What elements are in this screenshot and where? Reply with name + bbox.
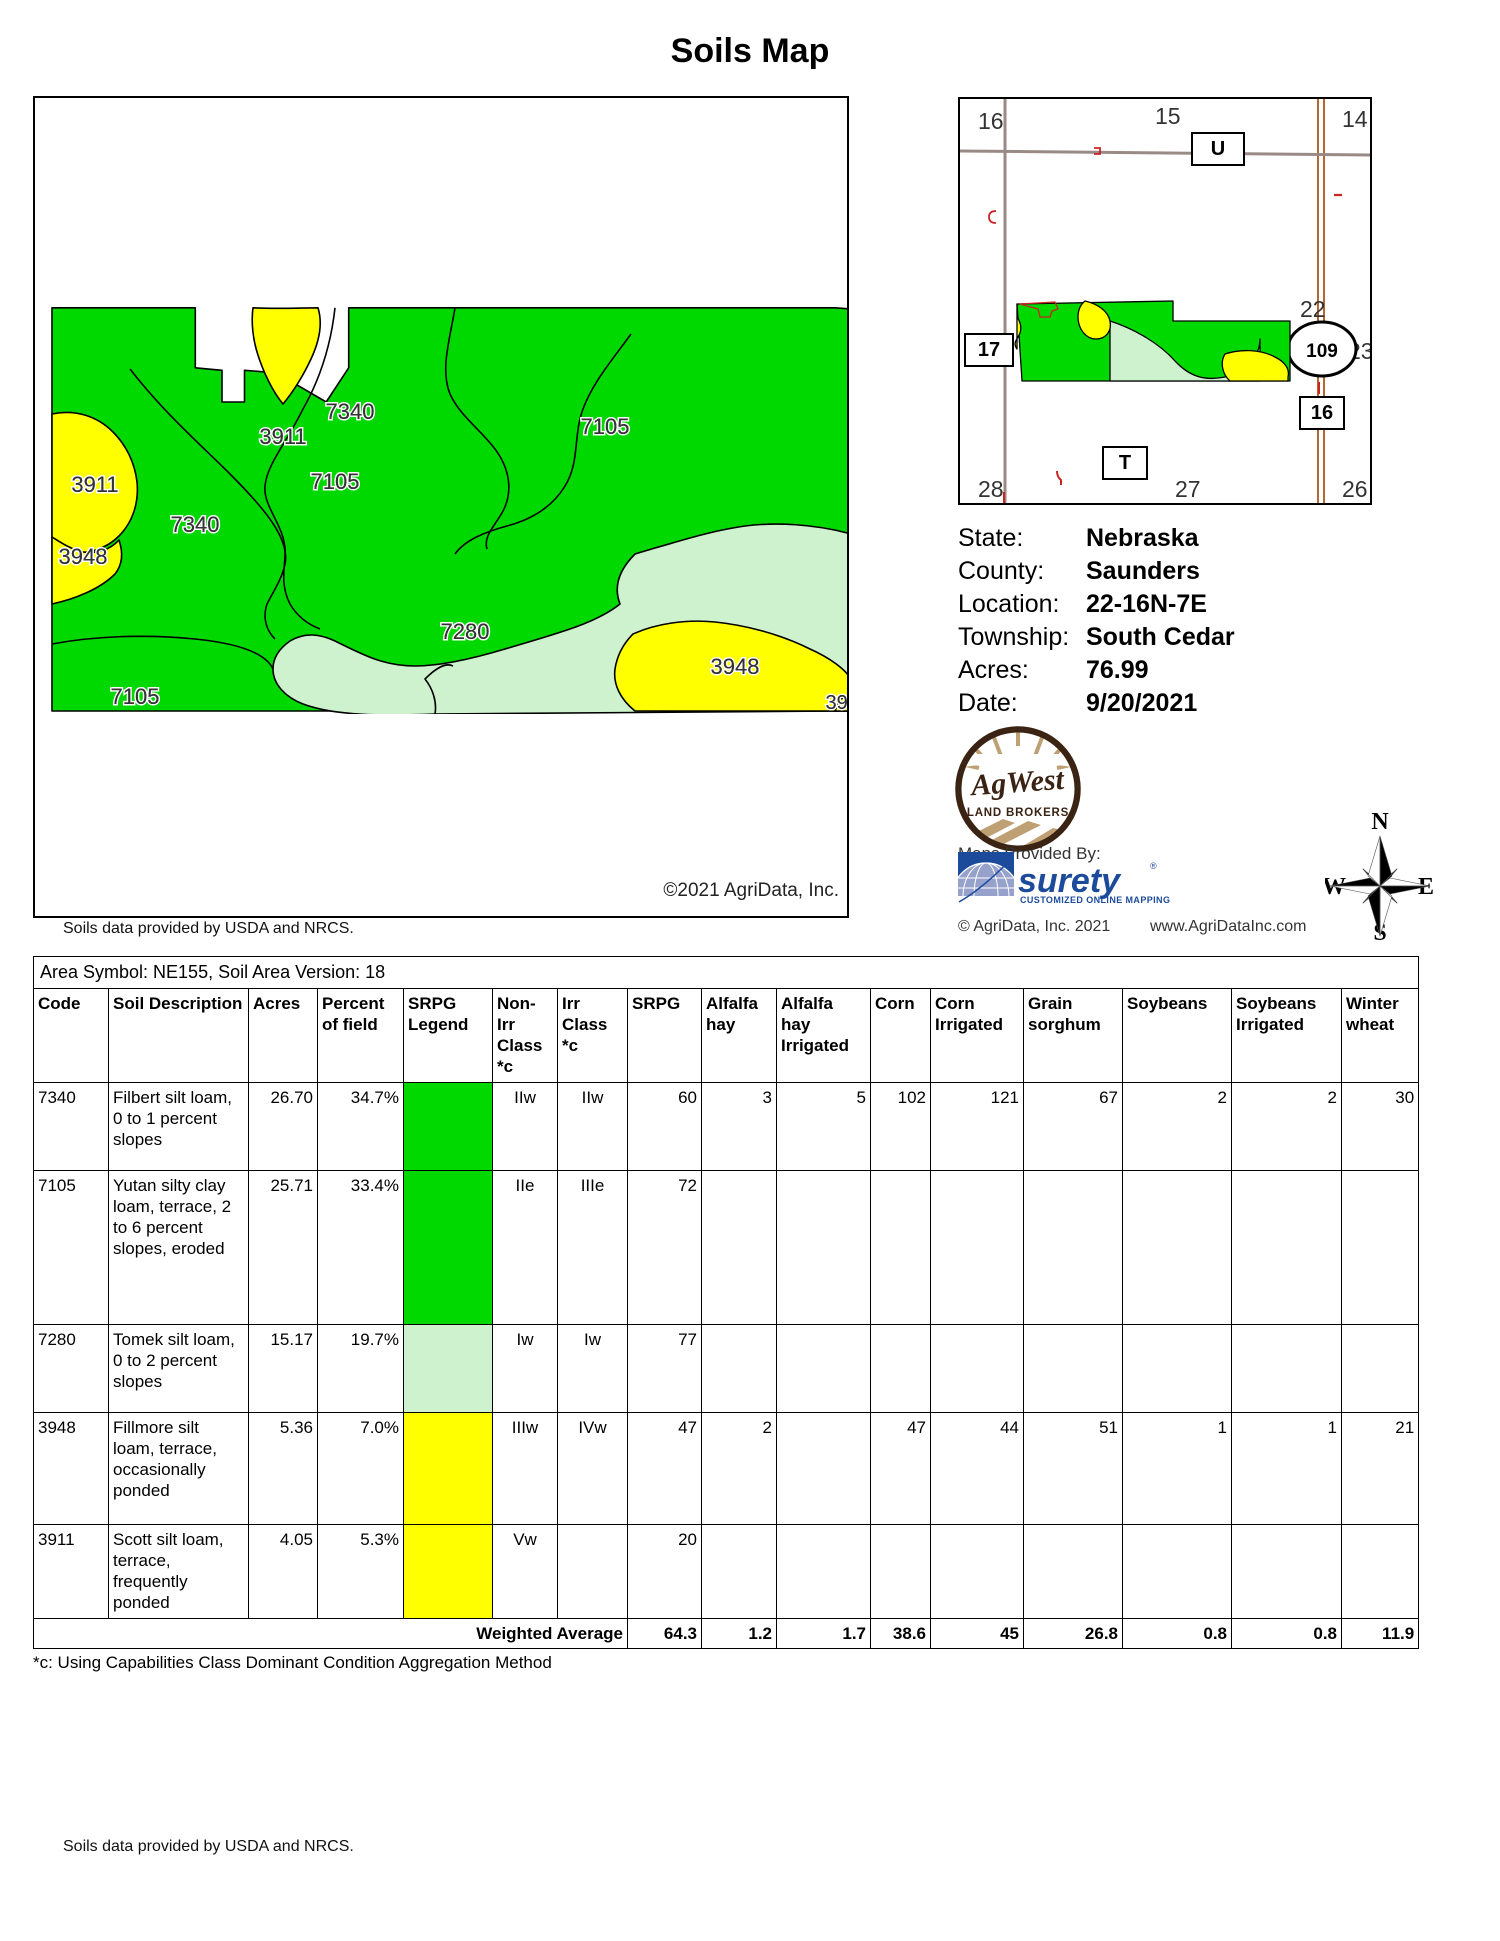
svg-text:LAND BROKERS: LAND BROKERS [967,807,1069,819]
svg-text:®: ® [1150,861,1157,871]
svg-text:CUSTOMIZED ONLINE MAPPING: CUSTOMIZED ONLINE MAPPING [1020,895,1170,905]
svg-text:3911: 3911 [71,472,118,497]
svg-text:27: 27 [1175,476,1201,502]
svg-text:3911: 3911 [259,424,306,449]
svg-text:U: U [1211,138,1225,160]
svg-text:16: 16 [978,108,1004,134]
svg-text:15: 15 [1155,103,1181,129]
svg-text:AgWest: AgWest [968,763,1067,803]
svg-text:T: T [1119,452,1131,474]
svg-text:3948: 3948 [711,654,760,679]
svg-text:7340: 7340 [326,399,375,424]
svg-text:3911: 3911 [825,692,849,714]
svg-text:7340: 7340 [171,512,220,537]
svg-text:16: 16 [1311,402,1333,424]
svg-text:14: 14 [1342,106,1368,132]
svg-text:7105: 7105 [311,469,360,494]
svg-text:109: 109 [1306,341,1338,362]
svg-text:7105: 7105 [581,414,630,439]
svg-text:7280: 7280 [441,619,490,644]
svg-text:N: N [1371,812,1389,835]
svg-text:22: 22 [1300,296,1326,322]
svg-text:17: 17 [978,339,1000,361]
svg-text:26: 26 [1342,476,1368,502]
svg-text:3948: 3948 [59,544,108,569]
svg-text:7105: 7105 [111,684,160,709]
svg-text:28: 28 [978,476,1004,502]
